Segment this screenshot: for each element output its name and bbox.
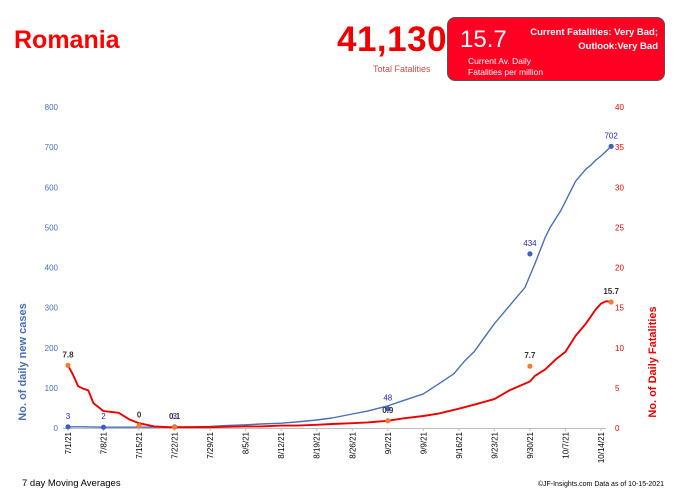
y-tick-label: 500 [45, 223, 59, 232]
fatalities-marker [608, 299, 614, 305]
fatalities-data-label: 0.9 [382, 406, 394, 415]
footnote-source: ©JF-Insights.com Data as of 10-15-2021 [537, 481, 664, 488]
fatalities-marker [527, 363, 533, 369]
fatalities-data-label: 0 [137, 411, 142, 420]
cases-marker [527, 251, 533, 257]
y2-tick-label: 0 [615, 424, 620, 433]
fatalities-data-label: 7.8 [62, 350, 74, 359]
y-tick-label: 700 [45, 143, 59, 152]
x-tick-label: 7/1/21 [64, 431, 73, 454]
cases-data-label: 3 [172, 412, 177, 421]
cases-marker [100, 424, 107, 430]
y-axis-title: No. of daily new cases [17, 303, 29, 420]
x-tick-label: 9/30/21 [526, 431, 535, 458]
x-tick-label: 9/16/21 [455, 431, 464, 458]
y-tick-label: 0 [54, 424, 59, 433]
x-tick-label: 10/7/21 [561, 431, 570, 458]
country-title: Romania [14, 26, 120, 54]
fatalities-marker [172, 424, 178, 430]
cases-data-label: 3 [66, 412, 71, 421]
y2-tick-label: 20 [615, 264, 624, 273]
cases-line [68, 145, 612, 428]
x-tick-label: 7/8/21 [100, 431, 109, 454]
y-tick-label: 800 [45, 103, 59, 112]
x-tick-label: 8/26/21 [348, 431, 357, 458]
x-tick-label: 8/5/21 [242, 431, 251, 454]
y2-axis-title: No. of Daily Fatalities [647, 306, 659, 417]
fatalities-data-label: 7.7 [524, 351, 536, 360]
status-line-fatalities: Current Fatalities: Very Bad; [530, 27, 658, 38]
y-tick-label: 400 [45, 264, 59, 273]
fatalities-line [67, 300, 612, 429]
fatalities-marker [385, 418, 391, 424]
x-tick-label: 7/22/21 [171, 431, 180, 458]
x-tick-label: 7/15/21 [135, 431, 144, 458]
status-text: Current Fatalities: Very Bad; Outlook:Ve… [530, 26, 658, 54]
y2-tick-label: 30 [615, 183, 624, 192]
x-tick-label: 8/19/21 [313, 431, 322, 458]
y-tick-label: 200 [45, 344, 59, 353]
status-line-outlook: Outlook:Very Bad [578, 41, 658, 52]
cases-marker [385, 406, 391, 412]
footnote-moving-averages: 7 day Moving Averages [22, 478, 121, 489]
cases-marker [65, 424, 71, 430]
x-tick-label: 9/2/21 [384, 431, 393, 454]
cases-data-label: 2 [101, 412, 106, 421]
x-tick-label: 9/9/21 [419, 431, 428, 454]
daily-fatality-rate: 15.7 [460, 26, 507, 53]
y2-tick-label: 5 [615, 384, 620, 393]
fatalities-data-label: 0.1 [169, 412, 181, 421]
fatalities-data-label: 15.7 [603, 287, 619, 296]
daily-fatality-rate-label: Current Av. Daily Fatalities per million [468, 56, 544, 77]
y2-tick-label: 35 [615, 143, 624, 152]
cases-data-label: 702 [604, 131, 618, 140]
fatalities-marker [136, 422, 142, 429]
x-tick-label: 7/29/21 [206, 431, 215, 458]
cases-data-label: 434 [523, 239, 537, 248]
x-tick-label: 10/14/21 [597, 431, 606, 463]
y-tick-label: 100 [45, 384, 59, 393]
y2-tick-label: 10 [615, 344, 624, 353]
cases-data-label: 48 [383, 394, 392, 403]
total-fatalities-value: 41,130 [337, 20, 448, 59]
y-tick-label: 600 [45, 183, 59, 192]
total-fatalities-label: Total Fatalities [373, 64, 431, 74]
y-tick-label: 300 [45, 304, 59, 313]
status-box: 15.7 Current Av. Daily Fatalities per mi… [447, 17, 665, 81]
x-tick-label: 8/12/21 [277, 431, 286, 458]
y2-tick-label: 15 [615, 304, 624, 313]
cases-marker [608, 143, 614, 149]
y2-tick-label: 25 [615, 223, 624, 232]
x-tick-label: 9/23/21 [490, 431, 499, 458]
y2-tick-label: 40 [615, 103, 624, 112]
fatalities-marker [65, 362, 71, 369]
